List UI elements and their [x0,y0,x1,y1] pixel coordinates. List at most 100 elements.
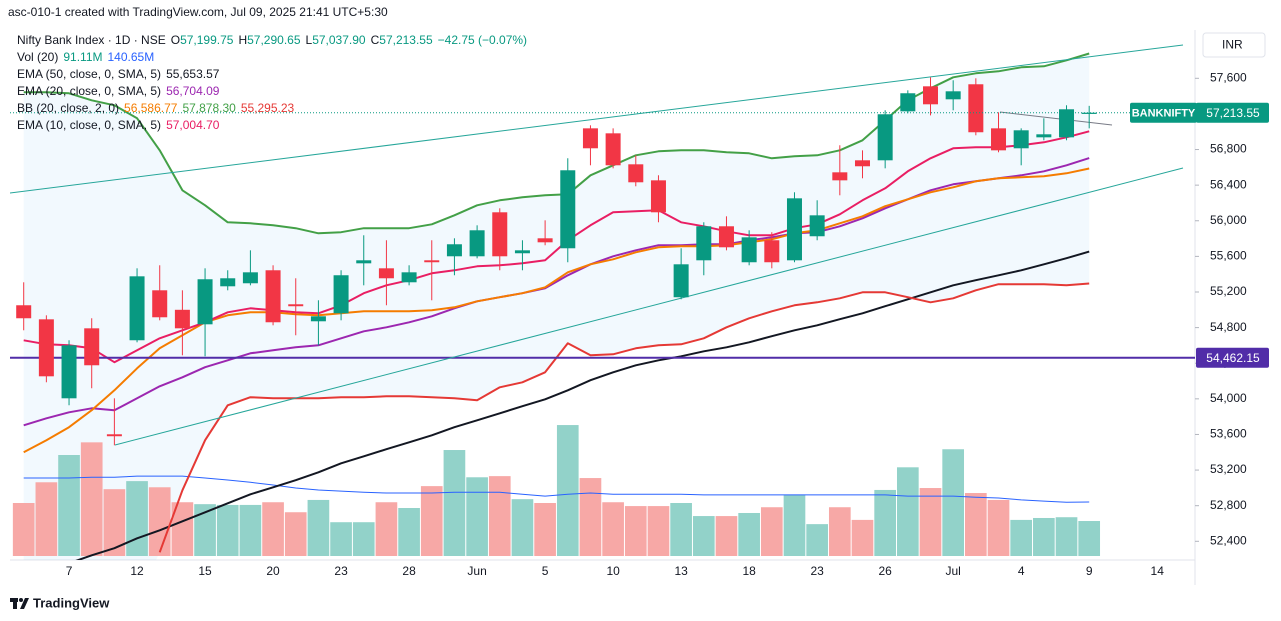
legend-value: 56,586.77 [124,101,178,115]
candle-body [310,316,326,322]
candle-layer [10,77,1195,446]
volume-bar [80,442,103,556]
ohlc-value: 57,199.75 [180,33,234,47]
volume-bar [783,494,806,556]
plot-area [10,44,1195,560]
volume-bar [12,503,35,556]
volume-bar [715,516,738,556]
legend-value: 140.65M [108,50,155,64]
y-tick-label: 56,000 [1210,213,1247,227]
ohlc-key: C [371,33,380,47]
y-tick-label: 52,800 [1210,498,1247,512]
legend-name: EMA (20, close, 0, SMA, 5) [17,84,161,98]
y-tick-label: 55,600 [1210,249,1247,263]
header-text: asc-010-1 created with TradingView.com, … [8,5,388,19]
candle-body [900,93,916,112]
candle-body [242,272,258,284]
candle-body [492,212,508,257]
volume-bar [352,522,375,556]
x-tick-label: 23 [334,564,348,578]
candle-body [673,264,689,298]
legend-name: EMA (50, close, 0, SMA, 5) [17,67,161,81]
y-tick-label: 52,400 [1210,533,1247,547]
currency-box[interactable] [1202,32,1266,58]
legend-row: EMA (20, close, 0, SMA, 5) 56,704.09 [17,84,220,98]
volume-bar [375,502,398,556]
volume-bar [126,481,148,556]
candle-body [197,279,213,325]
symbol: Nifty Bank Index · 1D · NSE [17,33,166,47]
candle-body [446,244,462,257]
volume-bar [851,519,874,556]
candle-body [38,319,54,377]
candle-body [809,215,825,237]
legend-value: 57,878.30 [182,101,236,115]
volume-bar [488,476,511,556]
candle-body [877,114,893,161]
candle-body [945,91,961,100]
volume-bar [58,455,80,556]
volume-bar [398,508,420,556]
candle-body [696,226,712,261]
legend-value: 56,704.09 [166,84,220,98]
footer-brand: TradingView [33,595,110,610]
volume-bar [1078,521,1101,556]
candle-body [923,86,938,105]
candle-body [333,275,349,314]
ohlc-key: O [171,33,180,47]
candle-body [356,260,372,264]
volume-bar [738,512,760,556]
candle-body [1036,134,1052,138]
y-tick-label: 57,600 [1210,70,1247,84]
x-tick-label: 4 [1018,564,1025,578]
volume-bar [760,507,783,556]
legend-value: 55,295.23 [241,101,295,115]
candle-body [832,172,848,181]
volume-bar [307,499,330,556]
legend-name: BB (20, close, 2, 0) [17,101,119,115]
legend-row: EMA (10, close, 0, SMA, 5) 57,004.70 [17,118,220,132]
x-tick-label: Jun [467,564,486,578]
volume-bar [466,477,488,556]
candle-body [84,328,100,366]
x-tick-label: Jul [945,564,960,578]
volume-bar [216,504,239,556]
y-tick-label: 54,000 [1210,391,1247,405]
volume-bar [148,487,171,556]
candle-body [174,309,190,329]
volume-ma-line [23,475,1090,503]
candle-body [16,305,32,319]
x-tick-label: 14 [1151,564,1165,578]
volume-layer [12,425,1101,556]
candle-body [718,226,734,248]
candle-body [378,268,394,279]
hline-label: 54,462.15 [1206,351,1260,365]
volume-bar [420,486,443,556]
candle-body [220,278,236,287]
symbol-tag-box [1130,102,1197,123]
candle-body [401,272,417,283]
volume-bar [511,499,534,556]
candle-body [106,434,122,437]
x-tick-label: 12 [130,564,144,578]
legend-value: 55,653.57 [166,67,220,81]
x-tick-label: 28 [402,564,416,578]
volume-bar [896,467,919,556]
axis-layer: 52,40052,80053,20053,60054,00054,40054,8… [66,70,1269,578]
candle-body [424,260,440,263]
candle-body [129,276,145,341]
candle-body [764,240,780,263]
volume-bar [1033,517,1055,556]
legend-row: Nifty Bank Index · 1D · NSE O57,199.75 H57… [17,33,527,47]
y-tick-label: 54,800 [1210,320,1247,334]
volume-bar [806,524,828,556]
candle-body [265,270,281,323]
ohlc-key: H [238,33,247,47]
volume-bar [670,503,692,556]
legend-name: EMA (10, close, 0, SMA, 5) [17,118,161,132]
volume-bar [602,502,624,556]
volume-bar [942,449,965,556]
candle-body [61,345,77,399]
candle-body [152,290,168,318]
change: −42.75 (−0.07%) [438,33,527,47]
